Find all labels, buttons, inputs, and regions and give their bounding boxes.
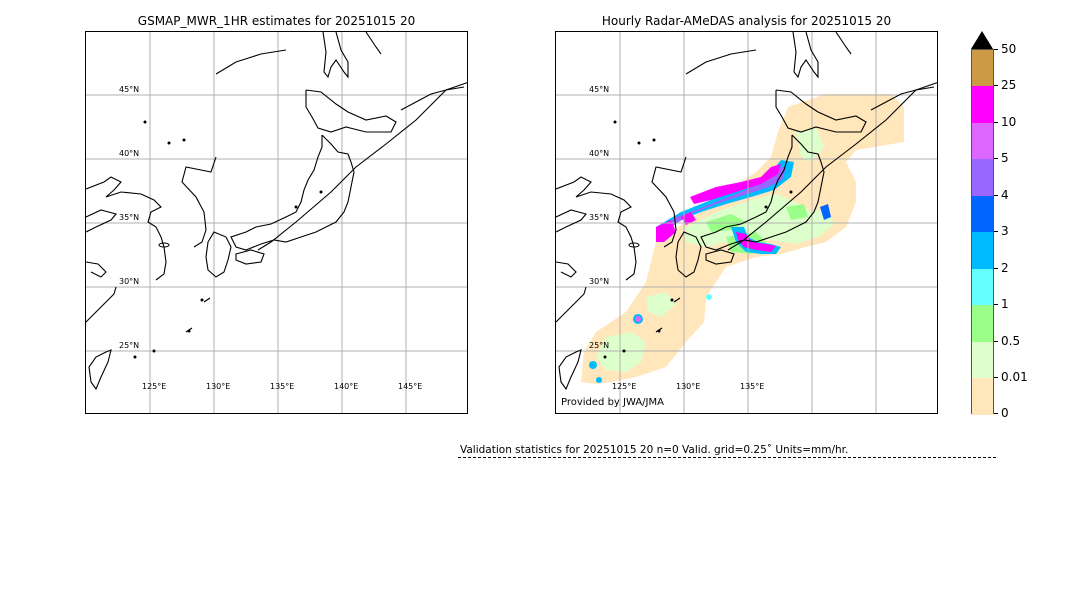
left-map-title: GSMAP_MWR_1HR estimates for 20251015 20 bbox=[137, 14, 416, 28]
colorbar-tick bbox=[994, 413, 998, 414]
colorbar bbox=[971, 49, 994, 415]
colorbar-extend-arrow-icon bbox=[971, 31, 993, 49]
colorbar-tick bbox=[994, 341, 998, 342]
colorbar-label-4: 4 bbox=[1001, 188, 1009, 202]
colorbar-seg-2-3 bbox=[972, 232, 993, 269]
gridlines bbox=[556, 32, 937, 413]
right-lat-label-35: 35°N bbox=[589, 213, 610, 222]
colorbar-seg-0.5-1 bbox=[972, 305, 993, 342]
gridlines bbox=[86, 32, 467, 413]
validation-statistics-text: Validation statistics for 20251015 20 n=… bbox=[460, 444, 849, 456]
colorbar-label-10: 10 bbox=[1001, 115, 1017, 129]
left-lon-label-130: 130°E bbox=[206, 382, 231, 391]
colorbar-tick bbox=[994, 377, 998, 378]
coastlines bbox=[556, 32, 937, 391]
right-map-radar-amedas bbox=[555, 31, 938, 414]
left-lon-label-125: 125°E bbox=[142, 382, 167, 391]
right-map-title: Hourly Radar-AMeDAS analysis for 2025101… bbox=[601, 14, 892, 28]
colorbar-tick bbox=[994, 158, 998, 159]
left-lon-label-140: 140°E bbox=[334, 382, 359, 391]
colorbar-label-1: 1 bbox=[1001, 297, 1009, 311]
colorbar-label-0: 0 bbox=[1001, 406, 1009, 420]
colorbar-label-3: 3 bbox=[1001, 224, 1009, 238]
colorbar-tick bbox=[994, 122, 998, 123]
colorbar-tick bbox=[994, 195, 998, 196]
coastlines bbox=[86, 32, 467, 391]
right-lat-label-40: 40°N bbox=[589, 149, 610, 158]
validation-dashed-line bbox=[458, 457, 996, 458]
right-lon-label-135: 135°E bbox=[740, 382, 765, 391]
right-lon-label-130: 130°E bbox=[676, 382, 701, 391]
colorbar-label-50: 50 bbox=[1001, 42, 1017, 56]
left-lat-label-25: 25°N bbox=[119, 341, 140, 350]
left-map-graphic bbox=[86, 32, 467, 413]
colorbar-seg-10-25 bbox=[972, 86, 993, 123]
colorbar-seg-1-2 bbox=[972, 269, 993, 305]
right-map-graphic bbox=[556, 32, 937, 413]
colorbar-seg-4-5 bbox=[972, 159, 993, 196]
left-lat-label-35: 35°N bbox=[119, 213, 140, 222]
colorbar-label-0.01: 0.01 bbox=[1001, 370, 1028, 384]
colorbar-seg-0-0.01 bbox=[972, 378, 993, 415]
colorbar-tick bbox=[994, 85, 998, 86]
colorbar-seg-3-4 bbox=[972, 196, 993, 232]
colorbar-label-5: 5 bbox=[1001, 151, 1009, 165]
left-lon-label-145: 145°E bbox=[398, 382, 423, 391]
precip-field bbox=[581, 94, 904, 384]
colorbar-label-25: 25 bbox=[1001, 78, 1017, 92]
left-lat-label-40: 40°N bbox=[119, 149, 140, 158]
left-lat-label-30: 30°N bbox=[119, 277, 140, 286]
colorbar-tick bbox=[994, 268, 998, 269]
colorbar-tick bbox=[994, 49, 998, 50]
small-islands bbox=[603, 120, 793, 359]
left-lat-label-45: 45°N bbox=[119, 85, 140, 94]
left-map-gsmap bbox=[85, 31, 468, 414]
small-islands bbox=[133, 120, 323, 359]
right-lat-label-25: 25°N bbox=[589, 341, 610, 350]
colorbar-label-0.5: 0.5 bbox=[1001, 334, 1021, 348]
colorbar-label-2: 2 bbox=[1001, 261, 1009, 275]
colorbar-seg-25-50 bbox=[972, 50, 993, 86]
colorbar-seg-5-10 bbox=[972, 123, 993, 159]
right-lon-label-125: 125°E bbox=[612, 382, 637, 391]
colorbar-tick bbox=[994, 304, 998, 305]
right-lat-label-30: 30°N bbox=[589, 277, 610, 286]
right-lat-label-45: 45°N bbox=[589, 85, 610, 94]
colorbar-seg-0.01-0.5 bbox=[972, 342, 993, 378]
colorbar-tick bbox=[994, 231, 998, 232]
data-provider-credit: Provided by JWA/JMA bbox=[561, 397, 664, 408]
left-lon-label-135: 135°E bbox=[270, 382, 295, 391]
